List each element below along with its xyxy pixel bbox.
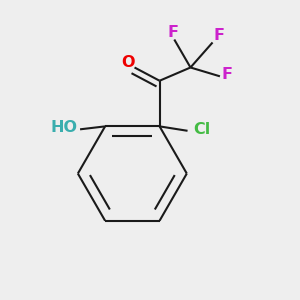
Text: F: F — [167, 25, 178, 40]
Text: F: F — [214, 28, 224, 44]
Text: HO: HO — [50, 120, 77, 135]
Text: Cl: Cl — [193, 122, 210, 137]
Text: O: O — [121, 55, 135, 70]
Text: F: F — [222, 68, 233, 82]
